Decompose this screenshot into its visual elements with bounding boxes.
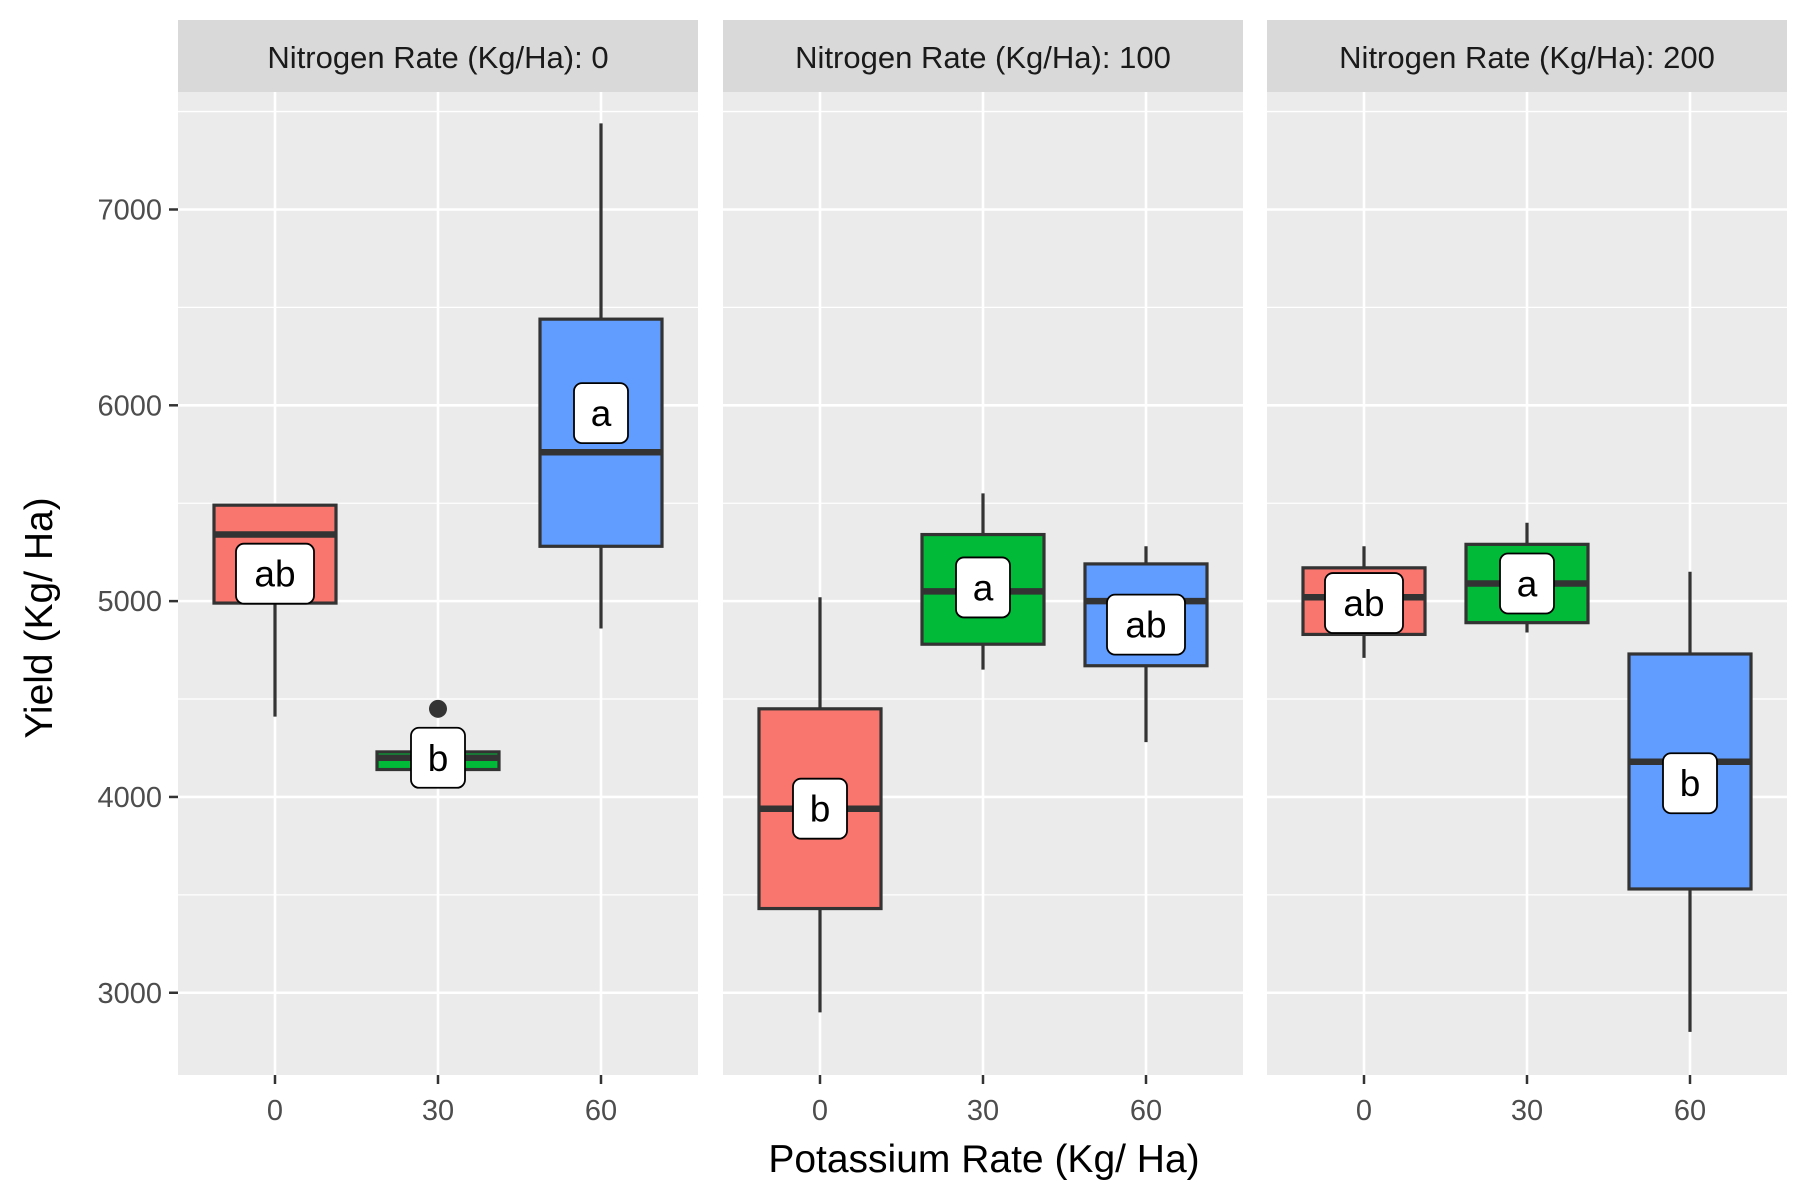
- significance-letter: ab: [254, 554, 295, 595]
- x-tick-label: 60: [1674, 1095, 1706, 1127]
- significance-letter-box: [955, 556, 1011, 619]
- facet-strip-title: Nitrogen Rate (Kg/Ha): 200: [1339, 40, 1715, 75]
- box-outlier: [429, 699, 447, 718]
- y-tick-label: 4000: [97, 782, 162, 814]
- significance-letter: b: [810, 789, 831, 830]
- x-tick-label: 60: [585, 1095, 617, 1127]
- facet-strip-title: Nitrogen Rate (Kg/Ha): 0: [267, 40, 608, 75]
- significance-letter-box: [573, 382, 629, 445]
- y-tick-label: 3000: [97, 978, 162, 1010]
- y-tick-label: 6000: [97, 390, 162, 422]
- significance-letter-box: [410, 726, 466, 789]
- significance-letter-box: [235, 542, 315, 605]
- x-tick-label: 30: [422, 1095, 454, 1127]
- facet-strip: [178, 20, 698, 92]
- significance-letter-box: [1662, 752, 1718, 815]
- y-tick-label: 5000: [97, 586, 162, 618]
- significance-letter-box: [1324, 572, 1404, 634]
- x-tick-label: 30: [1511, 1095, 1543, 1127]
- significance-letter-box: [1499, 552, 1555, 615]
- significance-letter: b: [1680, 763, 1701, 804]
- x-tick-label: 30: [967, 1095, 999, 1127]
- facet-strip-title: Nitrogen Rate (Kg/Ha): 100: [795, 40, 1171, 75]
- x-tick-label: 0: [1356, 1095, 1372, 1127]
- significance-letter: a: [1517, 564, 1538, 605]
- x-tick-label: 0: [267, 1095, 283, 1127]
- significance-letter-box: [792, 777, 848, 840]
- significance-letter-box: [1106, 593, 1186, 656]
- facet-strip: [723, 20, 1243, 92]
- significance-letter: b: [428, 738, 449, 779]
- y-axis-title: Yield (Kg/ Ha): [18, 497, 61, 738]
- x-axis-title: Potassium Rate (Kg/ Ha): [768, 1138, 1199, 1181]
- y-tick-label: 7000: [97, 194, 162, 226]
- facet-strip: [1267, 20, 1787, 92]
- significance-letter: ab: [1125, 605, 1166, 646]
- significance-letter: a: [591, 393, 612, 434]
- x-tick-label: 0: [812, 1095, 828, 1127]
- significance-letter: ab: [1343, 583, 1384, 624]
- significance-letter: a: [973, 567, 994, 608]
- x-tick-label: 60: [1130, 1095, 1162, 1127]
